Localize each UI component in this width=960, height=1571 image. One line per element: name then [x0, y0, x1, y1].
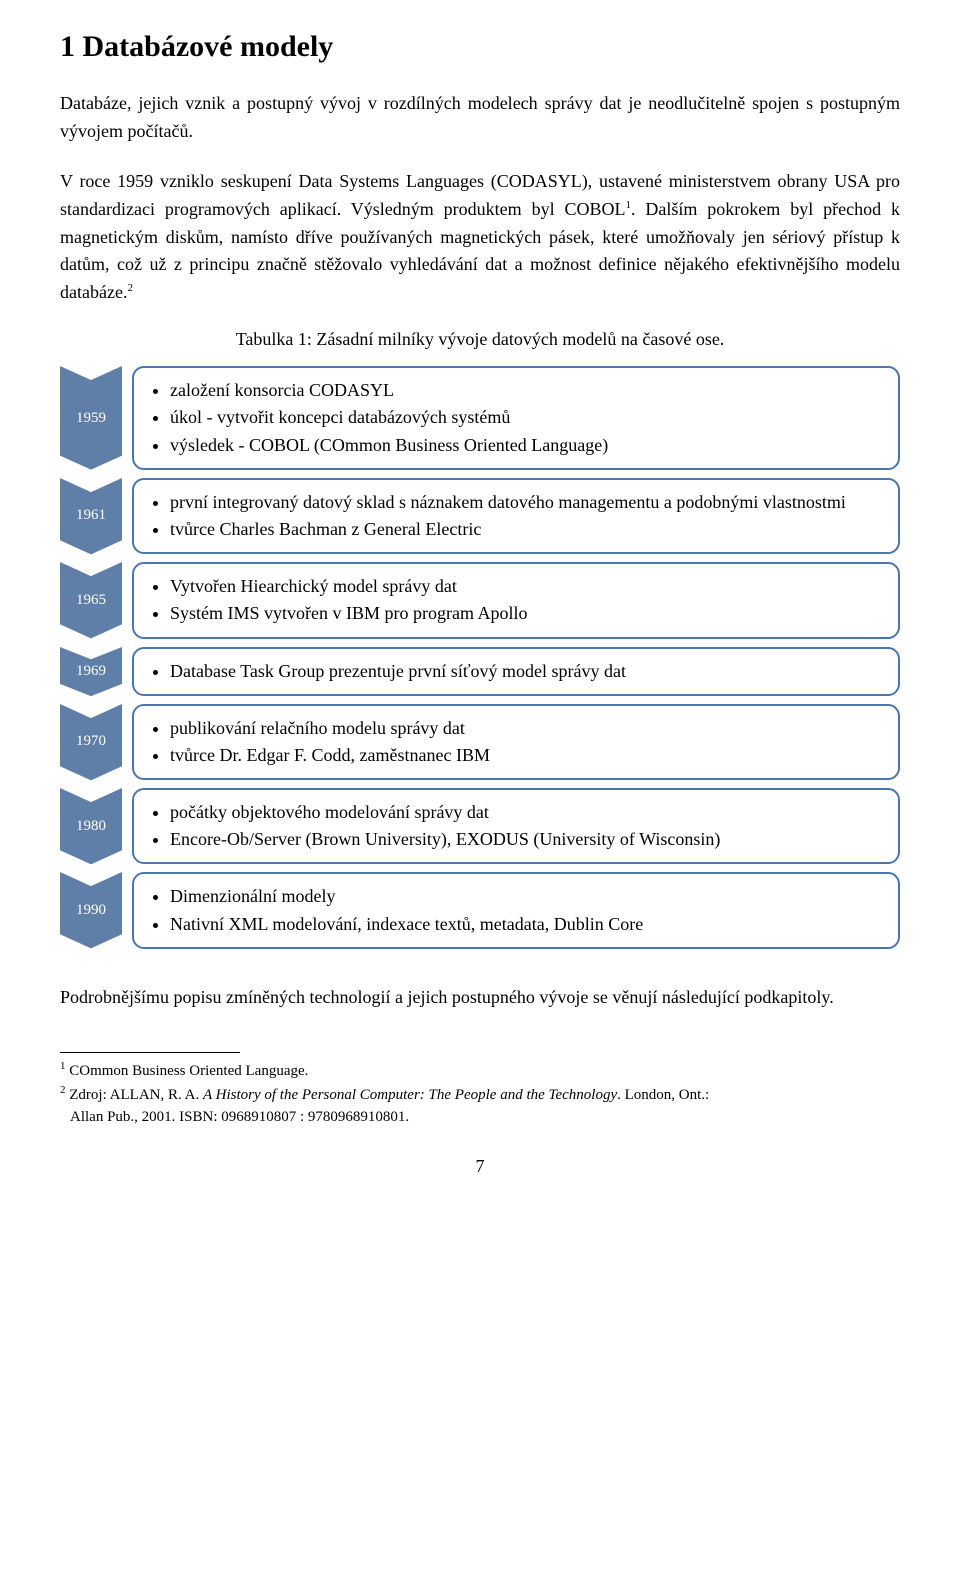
timeline-item-list: publikování relačního modelu správy datt…: [150, 716, 882, 768]
year-badge: 1965: [60, 562, 122, 638]
timeline-item-box: Dimenzionální modely Nativní XML modelová…: [132, 872, 900, 948]
list-item: Nativní XML modelování, indexace textů, …: [170, 912, 882, 937]
year-label: 1980: [76, 818, 106, 835]
timeline-item-list: Database Task Group prezentuje první síť…: [150, 659, 882, 684]
timeline-item-list: první integrovaný datový sklad s náznake…: [150, 490, 882, 542]
year-badge: 1961: [60, 478, 122, 554]
footnotes: 1 COmmon Business Oriented Language. 2 Z…: [60, 1059, 900, 1128]
intro-paragraph-1: Databáze, jejich vznik a postupný vývoj …: [60, 90, 900, 146]
timeline-item-list: Dimenzionální modely Nativní XML modelová…: [150, 884, 882, 936]
footnote-2-line2: Allan Pub., 2001. ISBN: 0968910807 : 978…: [60, 1107, 900, 1127]
list-item: úkol - vytvořit koncepci databázových sy…: [170, 405, 882, 430]
list-item: výsledek - COBOL (COmmon Business Orient…: [170, 433, 882, 458]
list-item: Systém IMS vytvořen v IBM pro program Ap…: [170, 601, 882, 626]
page: 1 Databázové modely Databáze, jejich vzn…: [0, 0, 960, 1207]
list-item: Encore-Ob/Server (Brown University), EXO…: [170, 827, 882, 852]
timeline-row: 1970 publikování relačního modelu správy …: [60, 704, 900, 780]
list-item: Dimenzionální modely: [170, 884, 882, 909]
list-item: počátky objektového modelování správy da…: [170, 800, 882, 825]
page-title: 1 Databázové modely: [60, 30, 900, 64]
list-item: publikování relačního modelu správy dat: [170, 716, 882, 741]
footnote-2-prefix: Zdroj: ALLAN, R. A.: [66, 1087, 204, 1103]
timeline-item-box: publikování relačního modelu správy datt…: [132, 704, 900, 780]
page-number: 7: [60, 1156, 900, 1177]
timeline-row: 1959 založení konsorcia CODASYLúkol - vyt…: [60, 366, 900, 470]
year-badge: 1969: [60, 647, 122, 696]
timeline-item-box: Database Task Group prezentuje první síť…: [132, 647, 900, 696]
year-label: 1990: [76, 902, 106, 919]
year-badge: 1959: [60, 366, 122, 470]
year-label: 1961: [76, 507, 106, 524]
timeline-item-list: počátky objektového modelování správy da…: [150, 800, 882, 852]
timeline-row: 1961 první integrovaný datový sklad s náz…: [60, 478, 900, 554]
year-badge: 1980: [60, 788, 122, 864]
footnotes-separator: [60, 1052, 240, 1053]
footnote-ref-2: 2: [127, 282, 133, 294]
year-label: 1970: [76, 733, 106, 750]
timeline-item-list: založení konsorcia CODASYLúkol - vytvoři…: [150, 378, 882, 458]
list-item: tvůrce Dr. Edgar F. Codd, zaměstnanec IB…: [170, 743, 882, 768]
list-item: založení konsorcia CODASYL: [170, 378, 882, 403]
year-label: 1969: [76, 663, 106, 680]
timeline-item-box: počátky objektového modelování správy da…: [132, 788, 900, 864]
timeline-item-box: první integrovaný datový sklad s náznake…: [132, 478, 900, 554]
timeline-row: 1965 Vytvořen Hiearchický model správy da…: [60, 562, 900, 638]
year-badge: 1990: [60, 872, 122, 948]
year-label: 1965: [76, 592, 106, 609]
footnote-1-text: COmmon Business Oriented Language.: [66, 1063, 309, 1079]
table-caption: Tabulka 1: Zásadní milníky vývoje datový…: [60, 329, 900, 350]
list-item: tvůrce Charles Bachman z General Electri…: [170, 517, 882, 542]
footnote-1: 1 COmmon Business Oriented Language.: [60, 1059, 900, 1081]
closing-paragraph: Podrobnějšímu popisu zmíněných technolog…: [60, 984, 900, 1012]
intro-paragraph-2: V roce 1959 vzniklo seskupení Data Syste…: [60, 168, 900, 307]
timeline-item-list: Vytvořen Hiearchický model správy datSys…: [150, 574, 882, 626]
timeline-row: 1980 počátky objektového modelování správ…: [60, 788, 900, 864]
year-label: 1959: [76, 410, 106, 427]
year-badge: 1970: [60, 704, 122, 780]
timeline-item-box: Vytvořen Hiearchický model správy datSys…: [132, 562, 900, 638]
timeline-item-box: založení konsorcia CODASYLúkol - vytvoři…: [132, 366, 900, 470]
list-item: Vytvořen Hiearchický model správy dat: [170, 574, 882, 599]
timeline-row: 1990 Dimenzionální modely Nativní XML mode…: [60, 872, 900, 948]
footnote-2-italic: A History of the Personal Computer: The …: [203, 1087, 617, 1103]
footnote-2-suffix: . London, Ont.:: [617, 1087, 709, 1103]
timeline: 1959 založení konsorcia CODASYLúkol - vyt…: [60, 366, 900, 949]
timeline-row: 1969 Database Task Group prezentuje první…: [60, 647, 900, 696]
list-item: první integrovaný datový sklad s náznake…: [170, 490, 882, 515]
footnote-2-line1: 2 Zdroj: ALLAN, R. A. A History of the P…: [60, 1083, 900, 1105]
list-item: Database Task Group prezentuje první síť…: [170, 659, 882, 684]
